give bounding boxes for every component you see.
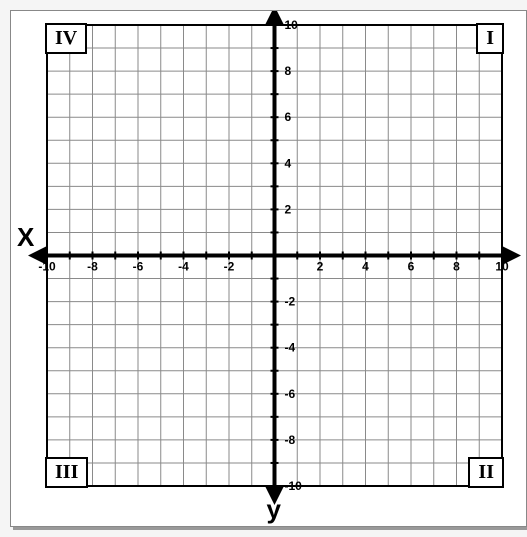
svg-text:6: 6 — [285, 110, 292, 124]
x-axis-label: X — [17, 222, 34, 253]
svg-text:-8: -8 — [87, 260, 98, 274]
svg-text:-10: -10 — [285, 479, 303, 493]
svg-text:-4: -4 — [178, 260, 189, 274]
svg-text:2: 2 — [285, 202, 292, 216]
quadrant-label-tl: IV — [55, 27, 77, 49]
svg-text:4: 4 — [362, 260, 369, 274]
svg-text:-10: -10 — [38, 260, 56, 274]
svg-text:-4: -4 — [285, 341, 296, 355]
quadrant-box-bottom-right: II — [468, 457, 504, 488]
svg-text:10: 10 — [285, 18, 299, 32]
svg-text:4: 4 — [285, 156, 292, 170]
svg-text:-2: -2 — [224, 260, 235, 274]
quadrant-label-tr: I — [486, 27, 494, 49]
svg-text:8: 8 — [285, 64, 292, 78]
svg-text:-8: -8 — [285, 433, 296, 447]
svg-text:8: 8 — [453, 260, 460, 274]
quadrant-box-top-left: IV — [45, 23, 87, 54]
quadrant-label-br: II — [478, 461, 494, 483]
svg-text:-6: -6 — [285, 387, 296, 401]
svg-text:6: 6 — [408, 260, 415, 274]
svg-text:-2: -2 — [285, 295, 296, 309]
y-axis-label: y — [267, 494, 281, 525]
svg-text:10: 10 — [495, 260, 509, 274]
quadrant-box-bottom-left: III — [45, 457, 88, 488]
svg-text:2: 2 — [317, 260, 324, 274]
svg-text:-6: -6 — [133, 260, 144, 274]
quadrant-box-top-right: I — [476, 23, 504, 54]
quadrant-label-bl: III — [55, 461, 78, 483]
coordinate-grid-container: -10-8-6-4-2246810-10-8-6-4-2246810 IV I … — [10, 10, 527, 527]
coordinate-plane: -10 -8 -6 -4 -2 2 4 6 8 10 -10 -8 -6 -4 -2 2 4 6 8 10 — [11, 11, 526, 526]
